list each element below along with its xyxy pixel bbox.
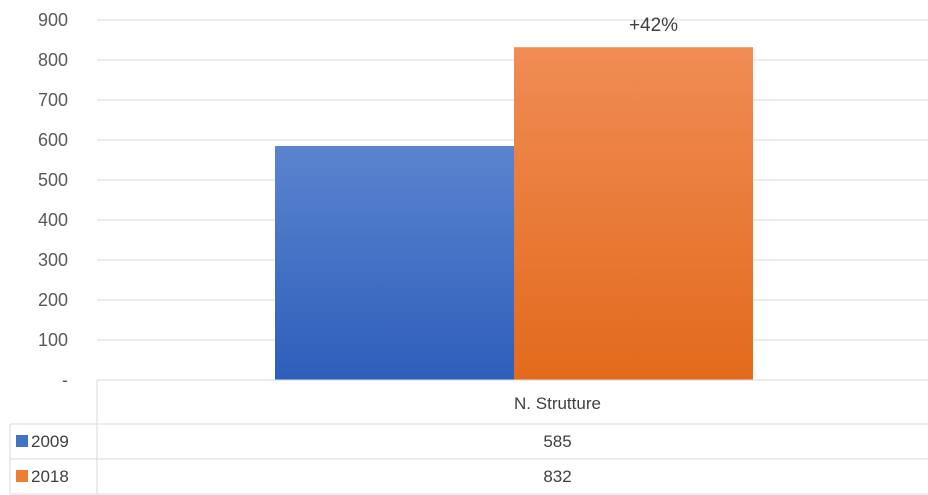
table-value: 832	[543, 467, 571, 486]
y-tick-label: 800	[38, 50, 68, 70]
y-tick-label: 600	[38, 130, 68, 150]
table-value: 585	[543, 432, 571, 451]
bars: +42%	[275, 15, 753, 380]
y-tick-label: 300	[38, 250, 68, 270]
y-tick-label: 900	[38, 10, 68, 30]
data-table: N. Strutture 2009 585 2018 832	[9, 379, 928, 495]
y-tick-label: -	[62, 370, 68, 390]
category-label: N. Strutture	[514, 394, 601, 413]
growth-annotation: +42%	[629, 15, 678, 36]
y-tick-label: 200	[38, 290, 68, 310]
y-tick-label: 500	[38, 170, 68, 190]
y-axis: - 100 200 300 400 500 600 700 800 900	[38, 10, 68, 390]
legend-swatch	[16, 470, 28, 482]
y-tick-label: 400	[38, 210, 68, 230]
bar-2018	[514, 47, 753, 380]
legend-label: 2009	[31, 432, 69, 451]
bar-2009	[275, 146, 514, 380]
legend-swatch	[16, 435, 28, 447]
legend-label: 2018	[31, 467, 69, 486]
y-tick-label: 700	[38, 90, 68, 110]
y-tick-label: 100	[38, 330, 68, 350]
